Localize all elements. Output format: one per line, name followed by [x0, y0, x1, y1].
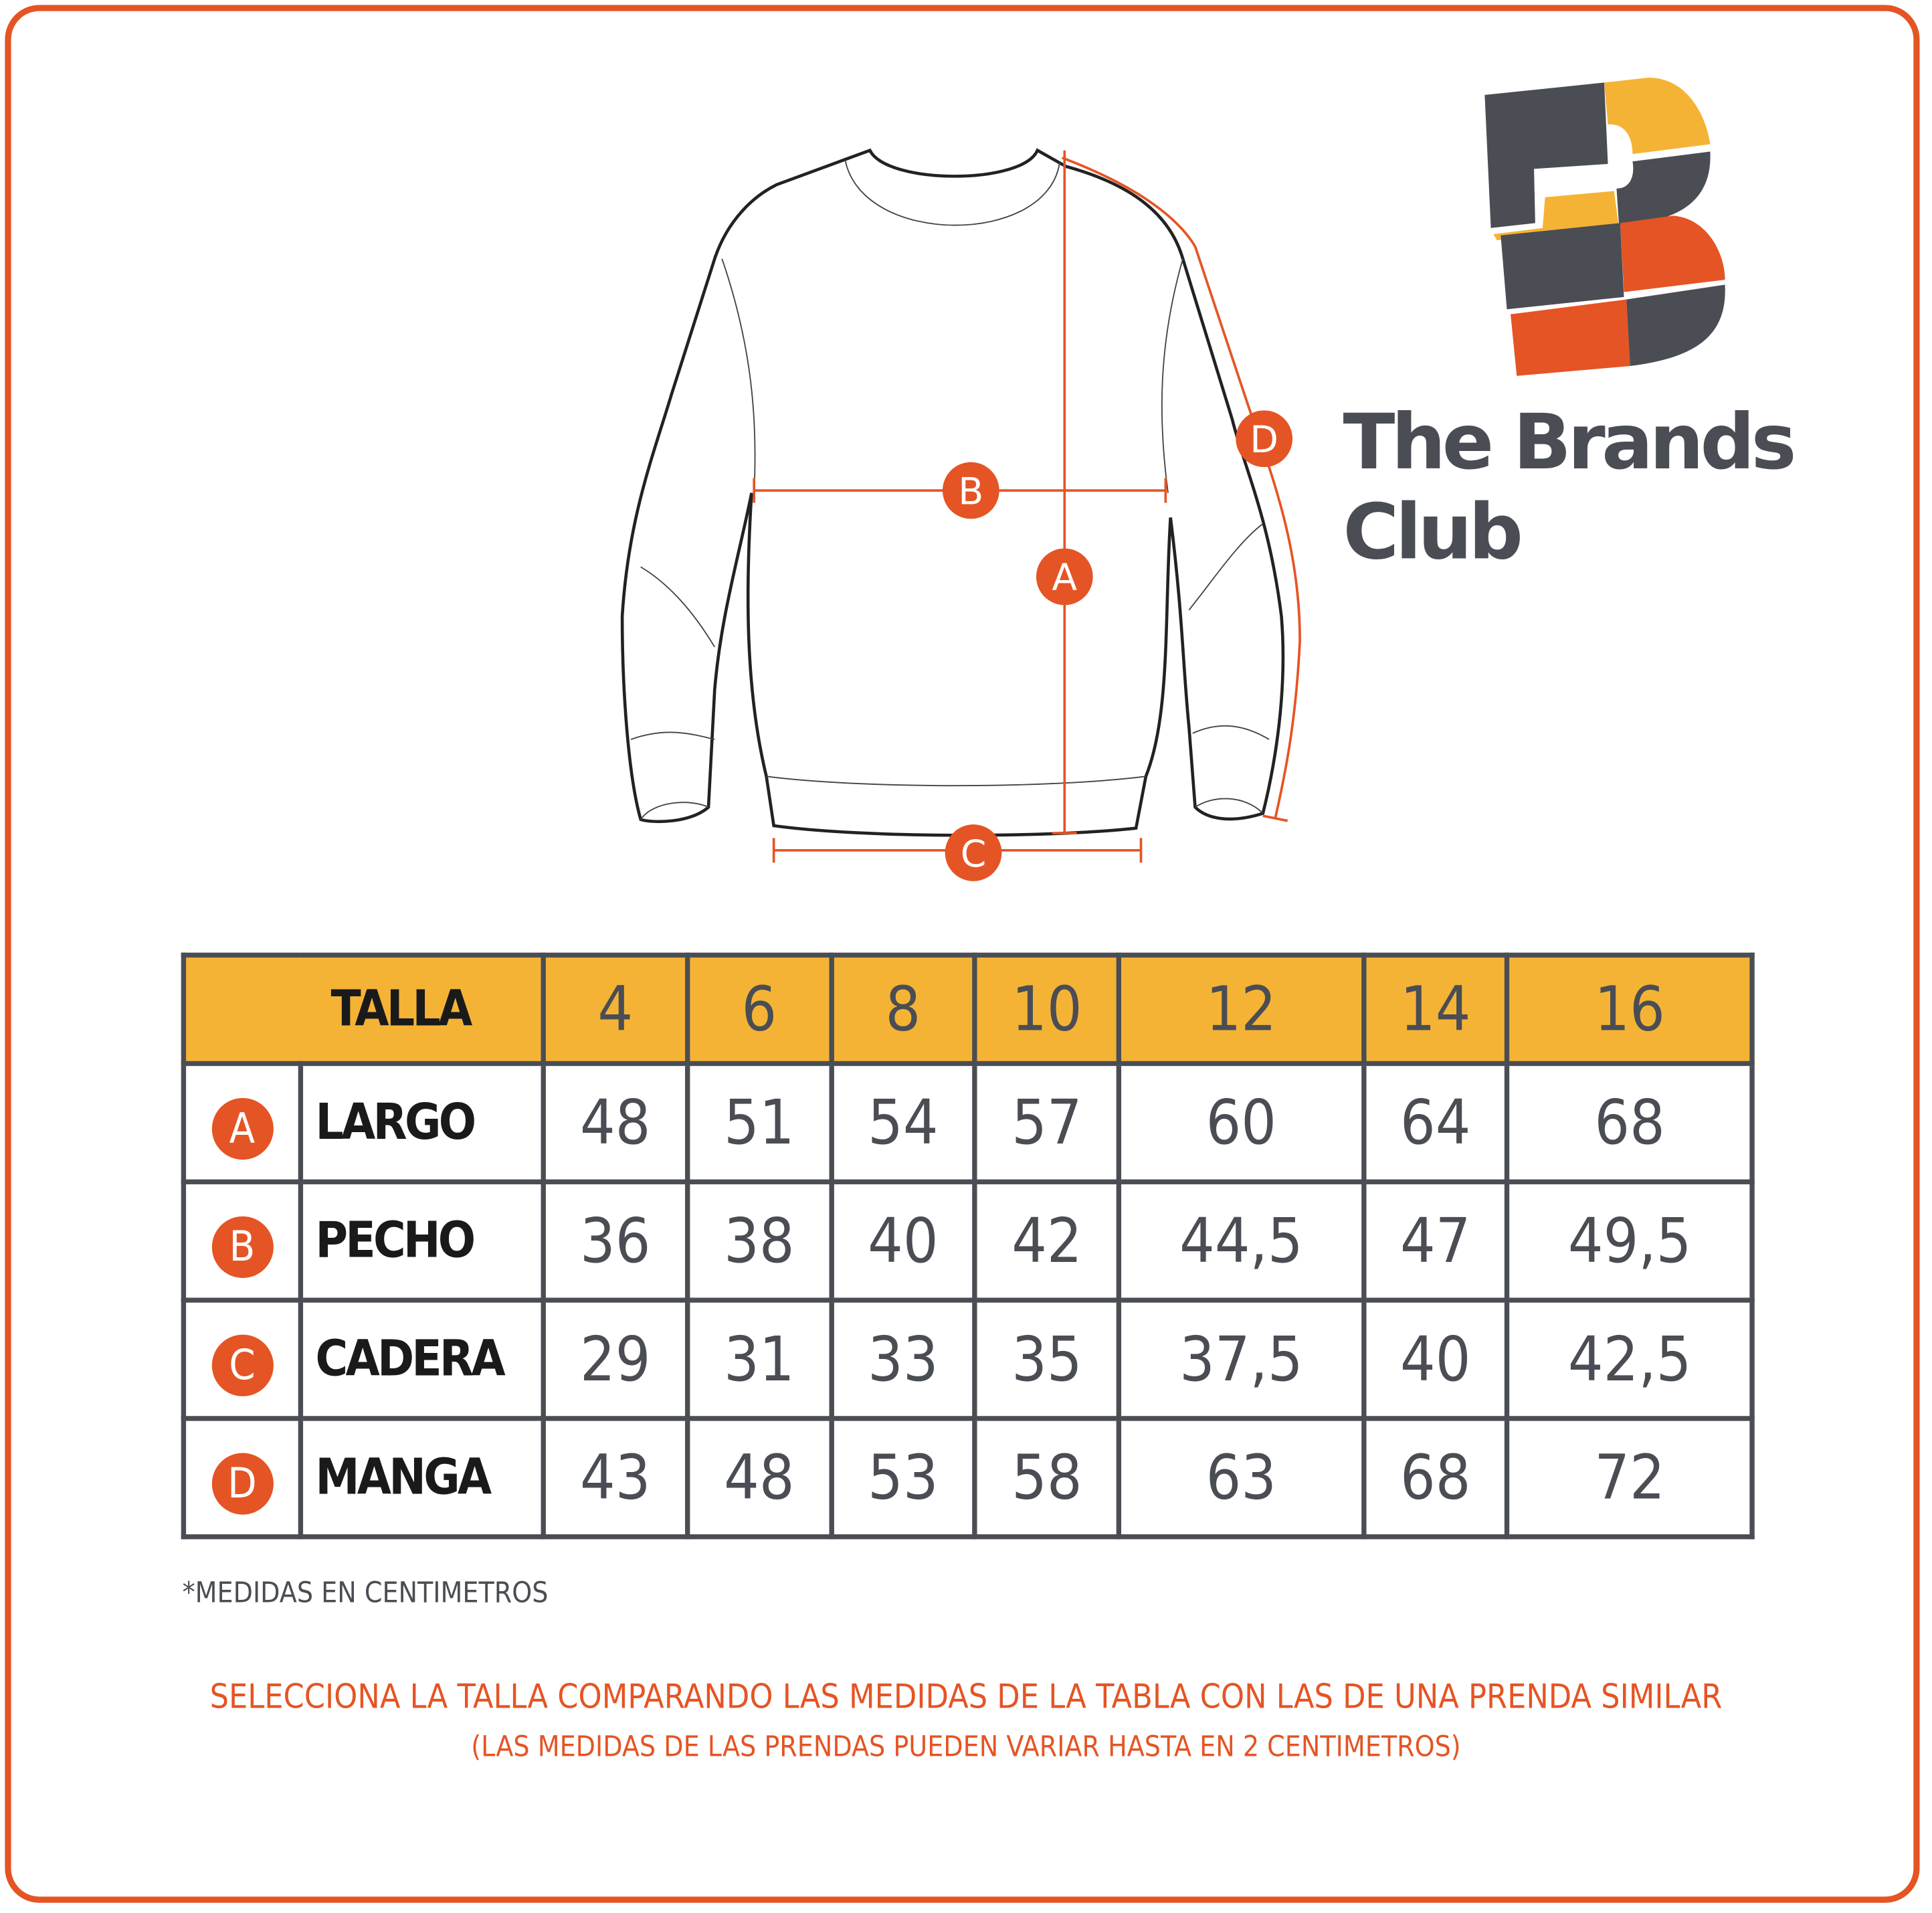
- marker-badge: D: [211, 1453, 273, 1515]
- measure-value: 57: [972, 1061, 1122, 1184]
- table-row: C CADERA 29 31 33 35 37,5 40 42,5: [181, 1297, 1755, 1421]
- measure-value: 68: [1361, 1416, 1510, 1540]
- instruction-line-1: SELECCIONA LA TALLA COMPARANDO LAS MEDID…: [209, 1678, 1723, 1717]
- measure-value: 40: [1361, 1297, 1510, 1421]
- footnote: *MEDIDAS EN CENTIMETROS: [182, 1577, 549, 1610]
- marker-cell: D: [181, 1416, 304, 1540]
- measure-value: 36: [541, 1179, 690, 1303]
- measure-value: 63: [1116, 1416, 1366, 1540]
- size-header: 8: [828, 952, 978, 1067]
- instruction-line-2: (LAS MEDIDAS DE LAS PRENDAS PUEDEN VARIA…: [471, 1731, 1461, 1764]
- measure-label: MANGA: [298, 1416, 546, 1540]
- measure-value: 42,5: [1505, 1297, 1755, 1421]
- measure-value: 43: [541, 1416, 690, 1540]
- size-header: 4: [541, 952, 690, 1067]
- size-table: TALLA 4 6 8 10 12 14 16 A LARGO 48 51 54 57 60…: [181, 952, 1755, 1540]
- marker-badges: B A C D: [942, 410, 1293, 881]
- marker-d: D: [1250, 419, 1278, 462]
- size-header: 12: [1116, 952, 1366, 1067]
- table-row: B PECHO 36 38 40 42 44,5 47 49,5: [181, 1179, 1755, 1303]
- header-talla: TALLA: [181, 952, 546, 1067]
- measure-value: 64: [1361, 1061, 1510, 1184]
- table-row: A LARGO 48 51 54 57 60 64 68: [181, 1061, 1755, 1184]
- measure-value: 37,5: [1116, 1297, 1366, 1421]
- measure-value: 31: [684, 1297, 834, 1421]
- table-row: D MANGA 43 48 53 58 63 68 72: [181, 1416, 1755, 1540]
- marker-cell: B: [181, 1179, 304, 1303]
- measure-value: 60: [1116, 1061, 1366, 1184]
- marker-b: B: [958, 470, 983, 513]
- measure-value: 51: [684, 1061, 834, 1184]
- measure-value: 72: [1505, 1416, 1755, 1540]
- measure-value: 38: [684, 1179, 834, 1303]
- marker-badge: B: [211, 1216, 273, 1278]
- measure-value: 35: [972, 1297, 1122, 1421]
- measure-label: LARGO: [298, 1061, 546, 1184]
- measure-value: 48: [684, 1416, 834, 1540]
- measure-value: 48: [541, 1061, 690, 1184]
- measure-value: 42: [972, 1179, 1122, 1303]
- marker-cell: A: [181, 1061, 304, 1184]
- measure-value: 47: [1361, 1179, 1510, 1303]
- sweater-diagram: B A C D: [620, 148, 1301, 881]
- brand-name: The Brands Club: [1343, 397, 1797, 577]
- size-header: 10: [972, 952, 1122, 1067]
- measure-value: 33: [828, 1297, 978, 1421]
- marker-badge: C: [211, 1334, 273, 1396]
- marker-cell: C: [181, 1297, 304, 1421]
- measure-value: 58: [972, 1416, 1122, 1540]
- measure-value: 40: [828, 1179, 978, 1303]
- marker-a: A: [1052, 557, 1077, 600]
- marker-badge: A: [211, 1098, 273, 1160]
- measure-value: 68: [1505, 1061, 1755, 1184]
- measure-label: CADERA: [298, 1297, 546, 1421]
- measure-value: 53: [828, 1416, 978, 1540]
- marker-c: C: [961, 833, 987, 876]
- measure-value: 54: [828, 1061, 978, 1184]
- size-header: 16: [1505, 952, 1755, 1067]
- measure-value: 49,5: [1505, 1179, 1755, 1303]
- size-header: 14: [1361, 952, 1510, 1067]
- table-header-row: TALLA 4 6 8 10 12 14 16: [181, 952, 1755, 1067]
- page-border: [5, 5, 1920, 1903]
- size-header: 6: [684, 952, 834, 1067]
- brand-logo: [1484, 78, 1725, 376]
- measure-value: 44,5: [1116, 1179, 1366, 1303]
- measure-value: 29: [541, 1297, 690, 1421]
- measure-label: PECHO: [298, 1179, 546, 1303]
